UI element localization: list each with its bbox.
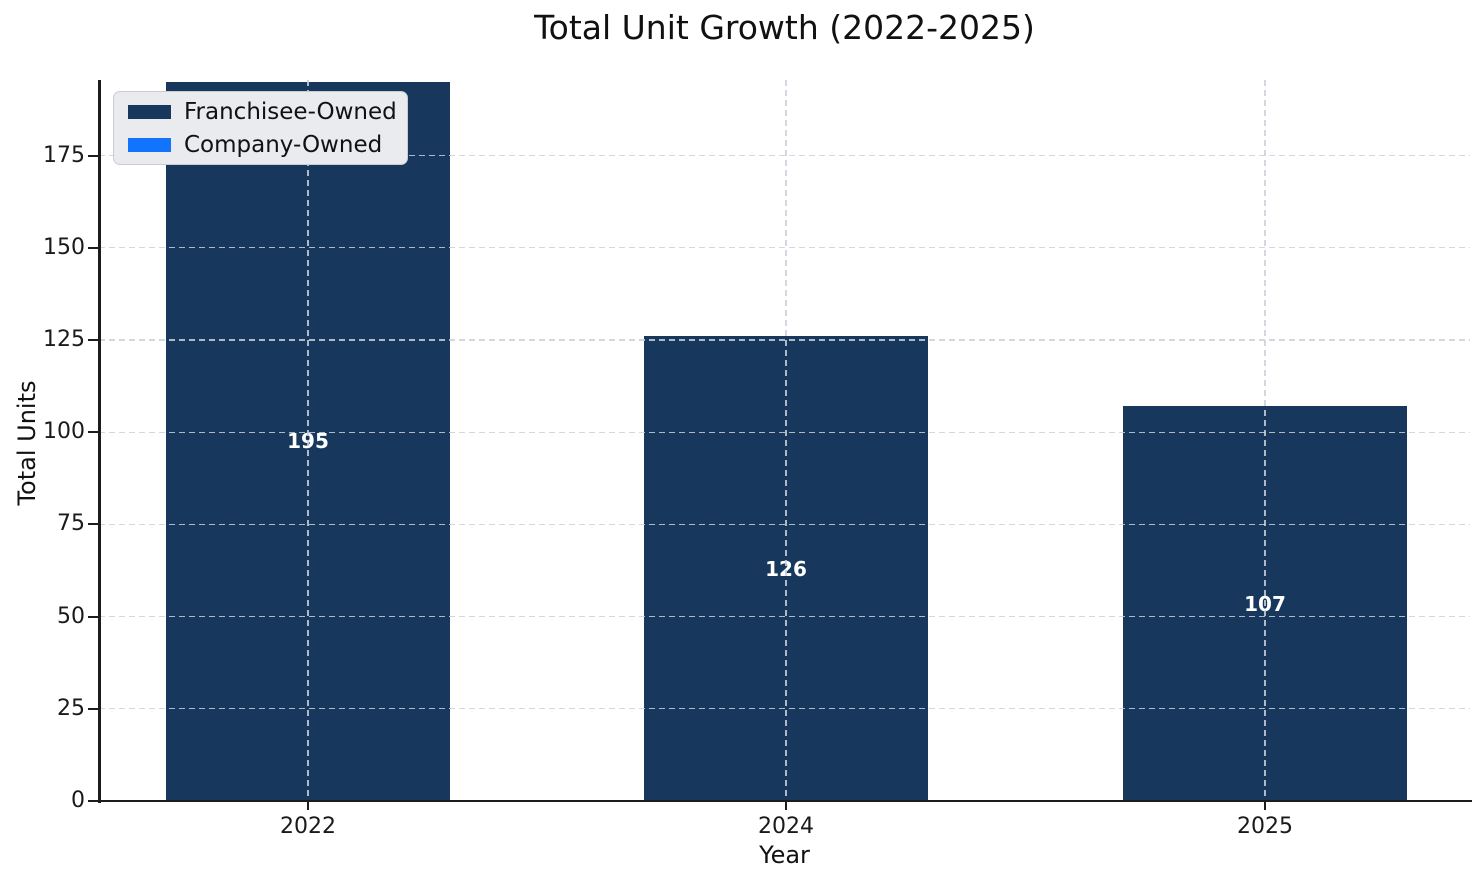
legend-item-franchisee-owned: Franchisee-Owned [128, 99, 397, 125]
gridline-horizontal [99, 708, 1470, 710]
gridline-vertical [307, 80, 309, 801]
gridline-vertical [785, 80, 787, 801]
y-tick-mark [88, 246, 98, 249]
gridline-horizontal [99, 154, 1470, 157]
x-tick-mark [1264, 801, 1266, 810]
y-tick-label: 25 [57, 695, 85, 721]
y-tick-mark [88, 707, 98, 710]
gridline-horizontal [99, 523, 1470, 526]
gridline-vertical [1264, 80, 1266, 801]
legend-label-franchisee-owned: Franchisee-Owned [184, 98, 397, 125]
legend-swatch-company-owned [128, 137, 171, 152]
y-tick-mark [88, 154, 98, 157]
x-axis-label: Year [759, 841, 810, 869]
x-tick-mark [785, 801, 787, 810]
x-axis-spine [97, 799, 1472, 802]
y-tick-label: 50 [57, 603, 85, 629]
y-tick-label: 0 [71, 788, 85, 813]
gridline-horizontal [99, 339, 1470, 341]
y-tick-label: 75 [57, 511, 85, 537]
x-tick-label: 2024 [758, 814, 814, 839]
gridline-horizontal [99, 615, 1470, 618]
y-tick-mark [88, 800, 98, 802]
legend-label-company-owned: Company-Owned [184, 131, 383, 158]
x-tick-mark [307, 801, 309, 810]
x-tick-label: 2022 [280, 814, 336, 839]
x-tick-label: 2025 [1237, 814, 1293, 839]
y-tick-label: 125 [43, 327, 85, 352]
legend: Franchisee-Owned Company-Owned [113, 91, 408, 165]
y-tick-label: 150 [43, 234, 85, 260]
legend-item-company-owned: Company-Owned [128, 132, 393, 158]
chart-title: Total Unit Growth (2022-2025) [534, 8, 1035, 47]
gridline-horizontal [99, 431, 1470, 433]
gridline-horizontal [99, 247, 1470, 249]
y-tick-mark [88, 431, 98, 434]
y-tick-mark [88, 615, 98, 618]
legend-swatch-franchisee-owned [128, 104, 171, 119]
y-tick-mark [88, 523, 98, 526]
y-tick-label: 175 [43, 142, 85, 168]
y-axis-spine [98, 80, 101, 803]
y-tick-mark [88, 339, 98, 341]
y-tick-label: 100 [43, 419, 85, 445]
plot-area: Franchisee-Owned Company-Owned 0 25 50 75 10… [43, 80, 1472, 838]
